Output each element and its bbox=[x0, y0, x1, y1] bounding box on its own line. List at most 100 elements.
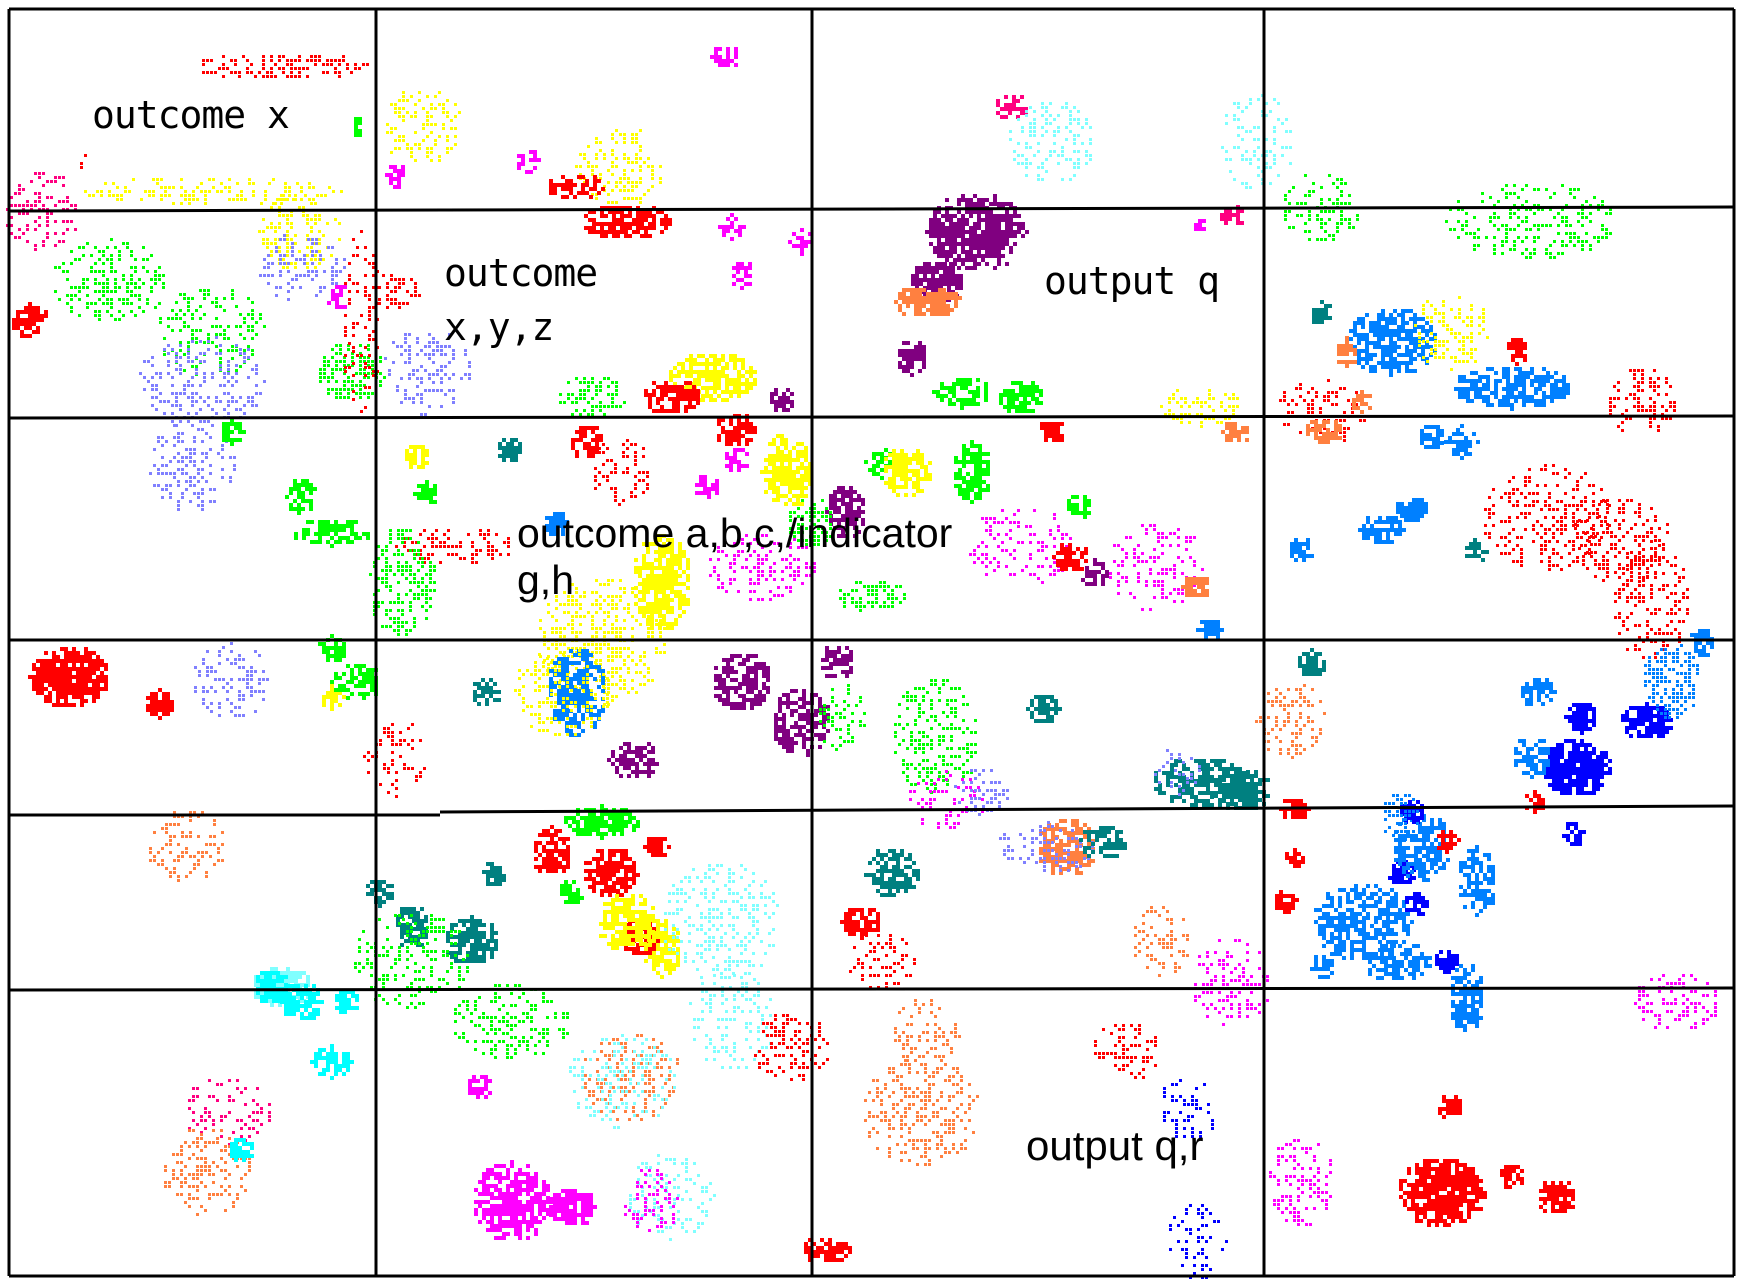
cluster-blue bbox=[1544, 739, 1612, 795]
cluster-pink bbox=[6, 172, 77, 251]
cluster-pink bbox=[188, 1079, 271, 1146]
cluster-yellow bbox=[405, 445, 429, 469]
cluster-purple bbox=[607, 742, 659, 778]
label-outcome-abc-line1: outcome a,b,c,/indicator bbox=[517, 510, 953, 556]
cluster-azure bbox=[549, 649, 605, 737]
grid-line bbox=[8, 414, 1735, 420]
cluster-magenta bbox=[549, 1189, 597, 1225]
cluster-magenta bbox=[788, 228, 812, 256]
cluster-azure bbox=[1196, 620, 1224, 640]
cluster-orange bbox=[894, 999, 961, 1062]
cluster-teal bbox=[482, 862, 506, 886]
cluster-red bbox=[1399, 1159, 1487, 1227]
cluster-orange bbox=[1221, 422, 1249, 442]
label-outcome-xyz: outcome x,y,z bbox=[444, 253, 598, 349]
cluster-yellow bbox=[1160, 389, 1239, 428]
cluster-yellow bbox=[258, 194, 341, 269]
cluster-yellow bbox=[575, 129, 662, 204]
cluster-green bbox=[285, 479, 317, 515]
cluster-green bbox=[330, 664, 378, 700]
cluster-red bbox=[1285, 848, 1305, 868]
cluster-teal bbox=[864, 849, 920, 897]
cluster-layer bbox=[6, 47, 1717, 1279]
cluster-teal bbox=[1079, 826, 1127, 858]
label-outcome-x: outcome x bbox=[92, 93, 290, 137]
cluster-blue bbox=[1562, 822, 1586, 846]
cluster-orange bbox=[149, 811, 224, 882]
cluster-azure bbox=[545, 512, 569, 536]
cluster-yellow bbox=[1414, 296, 1489, 371]
cluster-green bbox=[1284, 174, 1359, 241]
cluster-cyan bbox=[1221, 94, 1292, 189]
cluster-lavender bbox=[194, 642, 269, 717]
cluster-green bbox=[1067, 495, 1091, 519]
cluster-orange bbox=[1337, 336, 1357, 368]
cluster-red bbox=[584, 206, 672, 238]
cluster-teal bbox=[446, 915, 498, 963]
cluster-yellow bbox=[634, 534, 690, 630]
cluster-magenta bbox=[327, 285, 347, 309]
cluster-red bbox=[643, 837, 671, 857]
cluster-red bbox=[1614, 540, 1689, 659]
cluster-red bbox=[344, 230, 379, 413]
cluster-green bbox=[413, 480, 437, 504]
cluster-azure bbox=[1310, 955, 1334, 979]
cluster-orange bbox=[1134, 906, 1189, 977]
cluster-red bbox=[1437, 830, 1461, 854]
cluster-yellow bbox=[322, 683, 346, 711]
cluster-pink bbox=[996, 95, 1028, 119]
cluster-green bbox=[560, 880, 584, 904]
cluster-magenta bbox=[725, 448, 749, 472]
cluster-magenta bbox=[1194, 939, 1269, 1026]
cluster-azure bbox=[1454, 367, 1570, 411]
cluster-red bbox=[202, 55, 369, 78]
cluster-red bbox=[1438, 1095, 1462, 1119]
label-outcome-xyz-line2: x,y,z bbox=[444, 304, 554, 349]
cluster-teal bbox=[366, 880, 394, 908]
cluster-teal bbox=[473, 678, 501, 706]
cluster-red bbox=[644, 381, 700, 413]
cluster-green bbox=[454, 984, 569, 1059]
cluster-azure bbox=[1290, 538, 1314, 562]
cluster-green bbox=[789, 499, 832, 546]
cluster-magenta bbox=[474, 1160, 554, 1240]
cluster-azure bbox=[1420, 425, 1444, 449]
cluster-red bbox=[549, 175, 605, 199]
cluster-red bbox=[594, 439, 649, 506]
cluster-cyan bbox=[689, 974, 772, 1069]
cluster-red bbox=[28, 647, 108, 707]
cluster-magenta bbox=[385, 165, 405, 189]
cluster-aqua bbox=[335, 990, 359, 1014]
cluster-green bbox=[819, 684, 866, 751]
cluster-red bbox=[146, 688, 174, 720]
cluster-orange bbox=[894, 288, 962, 316]
cluster-green bbox=[294, 520, 370, 548]
cluster-lavender bbox=[139, 336, 266, 427]
cluster-magenta bbox=[718, 213, 746, 241]
cluster-yellow bbox=[884, 449, 932, 497]
cluster-cyan bbox=[664, 864, 779, 979]
cluster-green bbox=[999, 381, 1043, 413]
cluster-yellow bbox=[760, 434, 812, 506]
cluster-azure bbox=[1358, 516, 1406, 544]
label-output-q: output q bbox=[1044, 259, 1220, 303]
cluster-orange bbox=[1352, 390, 1372, 414]
cluster-magenta bbox=[468, 1075, 492, 1099]
cluster-azure bbox=[1690, 629, 1714, 657]
cluster-orange bbox=[584, 1034, 679, 1121]
cluster-purple bbox=[1081, 558, 1109, 586]
cluster-magenta bbox=[709, 534, 816, 601]
cluster-magenta bbox=[1634, 974, 1717, 1029]
cluster-red bbox=[1500, 1165, 1524, 1189]
cluster-azure bbox=[1396, 498, 1428, 522]
cluster-azure bbox=[1349, 309, 1437, 377]
cluster-blue bbox=[1169, 1204, 1228, 1279]
cluster-orange bbox=[1306, 420, 1342, 444]
cluster-green bbox=[318, 634, 346, 662]
cluster-red bbox=[1609, 369, 1676, 432]
cluster-green bbox=[354, 117, 362, 137]
cluster-red bbox=[80, 154, 87, 169]
cluster-orange bbox=[164, 1129, 251, 1216]
